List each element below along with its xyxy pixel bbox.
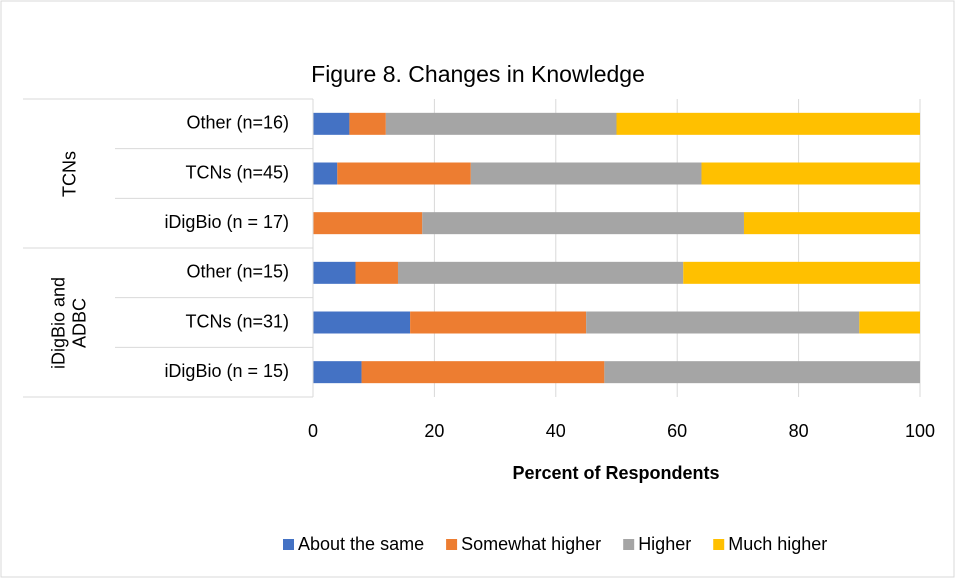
y-tick-label: TCNs (n=31)	[185, 311, 289, 331]
bar	[361, 361, 605, 384]
chart-title: Figure 8. Changes in Knowledge	[311, 61, 645, 87]
bar	[683, 261, 920, 284]
x-tick-label: 60	[667, 421, 687, 441]
legend-swatch	[283, 539, 294, 550]
x-tick-label: 100	[905, 421, 935, 441]
y-tick-label: Other (n=16)	[186, 113, 289, 133]
bar	[313, 162, 338, 185]
y-tick-label: iDigBio (n = 15)	[164, 361, 289, 381]
bar	[313, 311, 411, 334]
x-tick-label: 0	[308, 421, 318, 441]
y-tick-label: Other (n=15)	[186, 262, 289, 282]
bar	[743, 212, 920, 235]
bar	[313, 361, 362, 384]
x-tick-label: 40	[546, 421, 566, 441]
legend-swatch	[713, 539, 725, 550]
bar	[397, 261, 684, 284]
bar	[313, 261, 356, 284]
legend-swatch	[623, 539, 635, 550]
y-tick-label: TCNs (n=45)	[185, 162, 289, 182]
bar	[355, 261, 398, 284]
bar	[337, 162, 471, 185]
legend-swatch	[446, 539, 458, 550]
y-tick-label: iDigBio (n = 17)	[164, 212, 289, 232]
legend-label: Much higher	[728, 534, 827, 554]
bar	[859, 311, 920, 334]
bar	[313, 212, 423, 235]
group-label: TCNs	[58, 150, 79, 197]
bar	[470, 162, 702, 185]
legend-label: Somewhat higher	[461, 534, 601, 554]
bar	[701, 162, 920, 185]
x-axis-title: Percent of Respondents	[512, 463, 719, 483]
bar	[349, 112, 386, 135]
bar	[313, 112, 350, 135]
x-tick-label: 20	[424, 421, 444, 441]
legend-label: About the same	[298, 534, 424, 554]
legend-label: Higher	[638, 534, 691, 554]
bar	[616, 112, 920, 135]
bar	[385, 112, 617, 135]
x-tick-label: 80	[789, 421, 809, 441]
bar	[422, 212, 744, 235]
bar	[604, 361, 920, 384]
bar	[586, 311, 860, 334]
group-label: iDigBio and ADBC	[48, 276, 89, 369]
bar	[410, 311, 587, 334]
